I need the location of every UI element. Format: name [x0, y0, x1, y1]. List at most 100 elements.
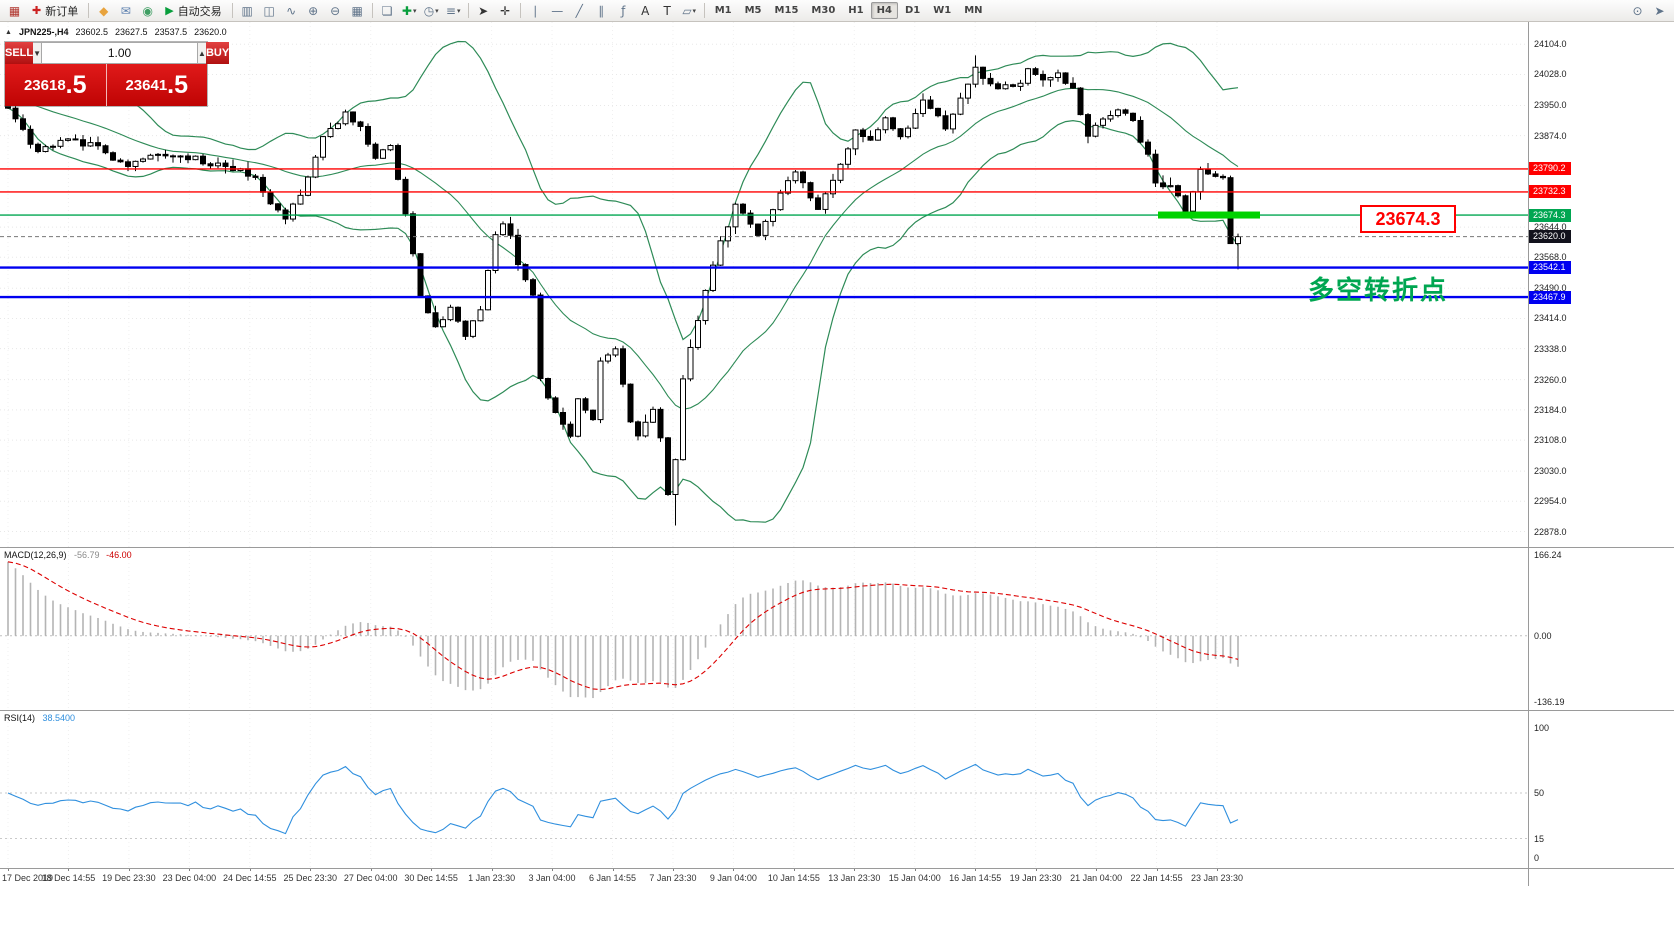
- pointer-icon[interactable]: ➤: [1649, 2, 1670, 20]
- volume-up-button[interactable]: ▲: [198, 42, 206, 64]
- community-icon[interactable]: ◉: [137, 2, 158, 20]
- profiles-icon: ◷: [423, 3, 435, 18]
- rsi-chart[interactable]: [0, 710, 1528, 868]
- time-tick: [8, 868, 9, 871]
- price-level-callout[interactable]: 23674.3: [1360, 205, 1456, 233]
- candlestick-chart-icon: ◫: [263, 3, 275, 18]
- time-tick: [793, 868, 795, 871]
- time-axis-label: 19 Jan 23:30: [1009, 873, 1062, 883]
- price-scale-label: 23644.0: [1534, 222, 1567, 233]
- time-tick: [491, 868, 493, 871]
- chart-area[interactable]: ▲ JPN225-,H4 23602.5 23627.5 23537.5 236…: [0, 22, 1528, 886]
- price-scale-label: 24104.0: [1534, 39, 1567, 50]
- metaquotes-icon[interactable]: ◆: [93, 2, 114, 20]
- horizontal-line-icon[interactable]: —: [547, 2, 568, 20]
- volume-input[interactable]: [41, 42, 199, 64]
- timeframe-m15-button[interactable]: M15: [774, 5, 799, 16]
- bar-chart-icon[interactable]: ▥: [237, 2, 258, 20]
- new-order-button[interactable]: ✚ 新订单: [26, 2, 84, 20]
- toolbar-separator: [231, 3, 233, 18]
- time-axis-label: 18 Dec 14:55: [41, 873, 96, 883]
- line-chart-icon[interactable]: ∿: [281, 2, 302, 20]
- rsi-scale-label: 100: [1534, 723, 1550, 733]
- candlestick-chart[interactable]: [0, 22, 1528, 547]
- rsi-label: RSI(14) 38.5400: [4, 713, 75, 723]
- time-tick: [854, 868, 856, 871]
- time-tick: [189, 868, 191, 871]
- time-tick: [612, 868, 614, 871]
- toolbar-separator: [467, 3, 469, 18]
- time-axis-label: 23 Dec 04:00: [162, 873, 217, 883]
- main-chart-pane[interactable]: ▲ JPN225-,H4 23602.5 23627.5 23537.5 236…: [0, 22, 1528, 547]
- shapes-icon[interactable]: ▱ ▾: [679, 2, 700, 20]
- price-scale-label: 23414.0: [1534, 313, 1567, 324]
- ohlc-close: 23620.0: [194, 27, 227, 37]
- one-click-collapse-icon[interactable]: ▲: [5, 28, 12, 36]
- sell-price[interactable]: 23618.5: [5, 64, 106, 106]
- horizontal-line-icon: —: [551, 3, 564, 18]
- timeframe-h1-button[interactable]: H1: [848, 5, 864, 16]
- price-level-tag: 23732.3: [1529, 185, 1571, 199]
- time-axis-label: 23 Jan 23:30: [1190, 873, 1244, 883]
- label-icon[interactable]: T: [657, 2, 678, 20]
- zoom-in-icon[interactable]: ⊕: [303, 2, 324, 20]
- crosshair-icon[interactable]: ✛: [495, 2, 516, 20]
- time-tick: [128, 868, 130, 871]
- price-scale-label: 23338.0: [1534, 343, 1567, 354]
- macd-indicator-pane[interactable]: MACD(12,26,9) -56.79 -46.00: [0, 547, 1528, 710]
- timeframe-m5-button[interactable]: M5: [744, 5, 762, 16]
- indicators-icon[interactable]: ≡ ▾: [443, 2, 464, 20]
- profiles-icon[interactable]: ◷ ▾: [421, 2, 442, 20]
- timeframe-m1-button[interactable]: M1: [714, 5, 732, 16]
- channel-icon: ∥: [598, 3, 605, 18]
- vertical-line-icon[interactable]: ∣: [525, 2, 546, 20]
- zoom-out-icon[interactable]: ⊖: [325, 2, 346, 20]
- trendline-icon[interactable]: ╱: [569, 2, 590, 20]
- buy-button[interactable]: BUY: [205, 42, 230, 64]
- grid-icon[interactable]: ▦: [347, 2, 368, 20]
- rsi-indicator-pane[interactable]: RSI(14) 38.5400: [0, 710, 1528, 868]
- pivot-annotation[interactable]: 多空转折点: [1308, 275, 1449, 305]
- macd-scale-label: 0.00: [1534, 630, 1552, 641]
- time-tick: [914, 868, 916, 871]
- caret-up-icon: ▲: [198, 48, 206, 58]
- price-scale-label: 23874.0: [1534, 130, 1567, 141]
- time-tick: [249, 868, 251, 871]
- macd-chart[interactable]: [0, 547, 1528, 710]
- inbox-icon[interactable]: ✉: [115, 2, 136, 20]
- pane-separator: [0, 868, 1674, 869]
- pointer-icon: ➤: [1654, 3, 1665, 18]
- timeframe-w1-button[interactable]: W1: [933, 5, 952, 16]
- sell-button[interactable]: SELL: [5, 42, 34, 64]
- time-tick: [975, 868, 977, 871]
- search-icon[interactable]: ⊙: [1627, 2, 1648, 20]
- toolbar-separator: [703, 3, 705, 18]
- price-scale-label: 23030.0: [1534, 466, 1567, 477]
- timeframe-h4-button[interactable]: H4: [870, 2, 898, 19]
- toolbar-separator: [88, 3, 90, 18]
- toolbar-separator: [519, 3, 521, 18]
- chart-window-icon[interactable]: ▦: [4, 2, 25, 20]
- timeframe-m30-button[interactable]: M30: [811, 5, 836, 16]
- new-chart-icon[interactable]: ✚ ▾: [399, 2, 420, 20]
- timeframe-d1-button[interactable]: D1: [904, 5, 921, 16]
- time-axis[interactable]: 17 Dec 2019 18 Dec 14:55 19 Dec 23:30 23 De…: [0, 868, 1528, 886]
- zoom-in-icon: ⊕: [308, 3, 319, 18]
- volume-down-button[interactable]: ▼: [33, 42, 42, 64]
- timeframe-mn-button[interactable]: MN: [964, 5, 983, 16]
- fibonacci-icon[interactable]: ƒ: [613, 2, 634, 20]
- ohlc-low: 23537.5: [154, 27, 188, 37]
- auto-trading-button[interactable]: ▶ 自动交易: [159, 2, 227, 20]
- channel-icon[interactable]: ∥: [591, 2, 612, 20]
- auto-trading-button-label: 自动交易: [177, 4, 222, 18]
- tile-windows-icon[interactable]: ❏: [377, 2, 398, 20]
- pane-separator[interactable]: [0, 547, 1674, 548]
- candlestick-chart-icon[interactable]: ◫: [259, 2, 280, 20]
- buy-price[interactable]: 23641.5: [105, 64, 207, 106]
- pane-separator[interactable]: [0, 710, 1674, 711]
- price-scale-label: 23950.0: [1534, 100, 1567, 111]
- time-tick: [1035, 868, 1037, 871]
- price-scale[interactable]: 24104.0 24028.0 23950.0 23874.0 23644.0 23568…: [1529, 22, 1674, 886]
- text-icon[interactable]: A: [635, 2, 656, 20]
- cursor-icon[interactable]: ➤: [473, 2, 494, 20]
